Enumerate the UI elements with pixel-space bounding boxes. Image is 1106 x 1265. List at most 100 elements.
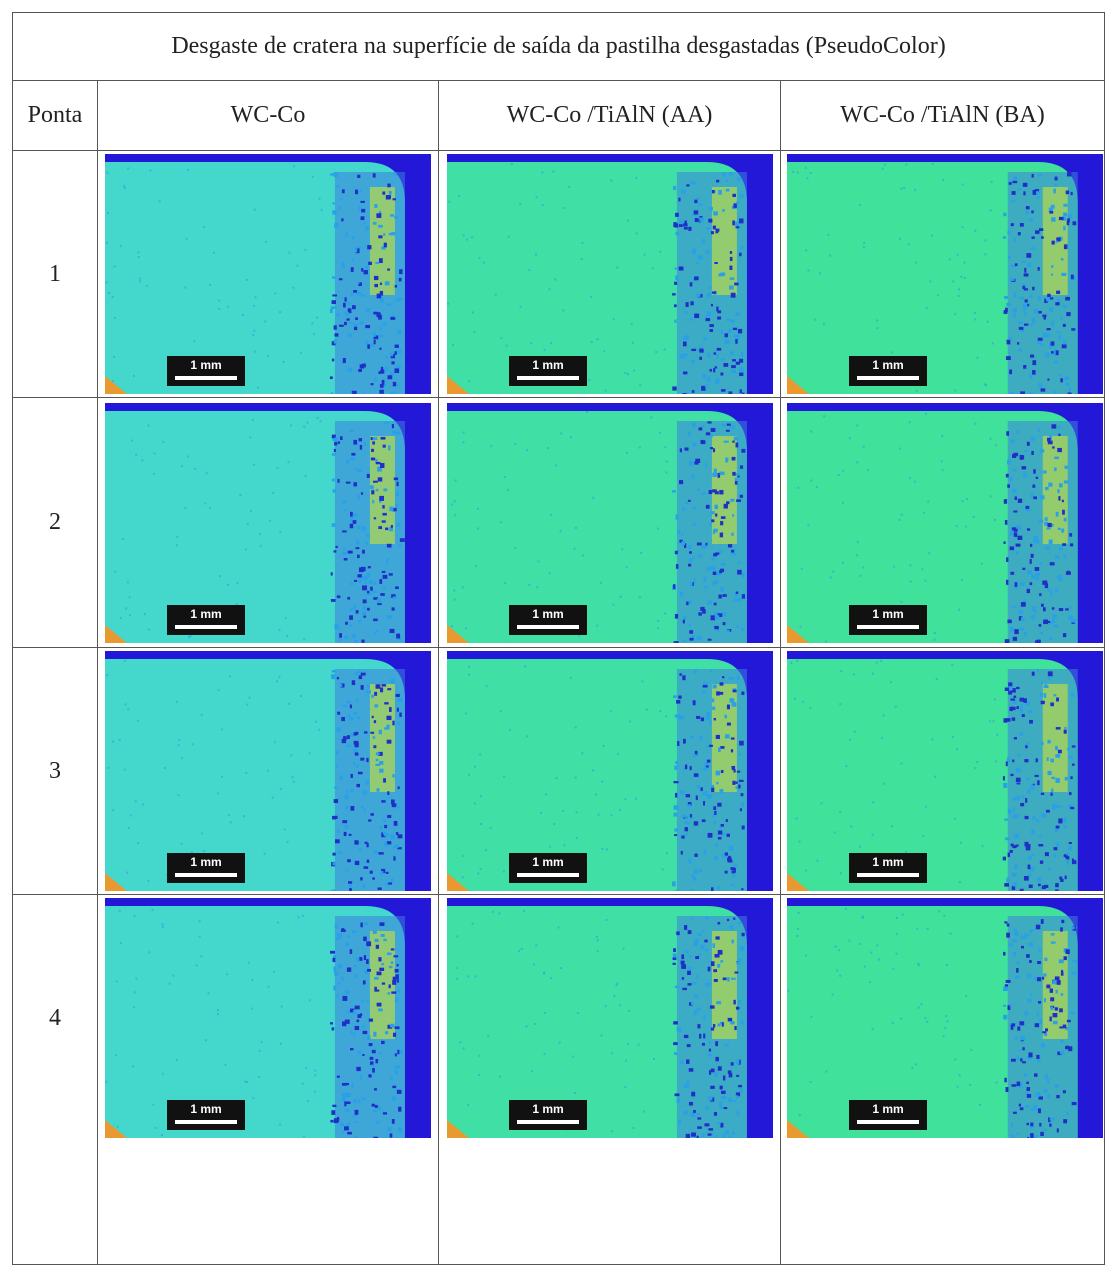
texture-dot [217, 792, 219, 794]
texture-dot [250, 509, 252, 511]
texture-dot [1047, 334, 1051, 338]
texture-dot [377, 788, 380, 792]
texture-dot [331, 306, 336, 309]
texture-dot [509, 729, 511, 731]
texture-dot [696, 975, 698, 980]
texture-dot [144, 613, 146, 615]
texture-dot [337, 1076, 340, 1078]
texture-dot [1068, 392, 1072, 394]
texture-dot [693, 1110, 696, 1113]
texture-dot [918, 964, 920, 966]
texture-dot [588, 379, 590, 381]
texture-dot [399, 544, 402, 546]
texture-dot [709, 207, 713, 211]
texture-dot [1051, 265, 1053, 268]
texture-dot [133, 1006, 135, 1008]
texture-dot [876, 319, 878, 321]
texture-dot [717, 964, 720, 968]
texture-dot [558, 1042, 560, 1044]
texture-dot [825, 640, 827, 642]
texture-dot [397, 1090, 402, 1094]
texture-dot [713, 602, 716, 605]
texture-dot [705, 432, 709, 435]
texture-dot [353, 439, 357, 444]
texture-dot [683, 223, 688, 226]
scale-bar [857, 376, 919, 380]
texture-dot [162, 441, 164, 443]
texture-dot [1071, 618, 1076, 622]
texture-dot [364, 809, 366, 812]
texture-dot [373, 332, 375, 337]
texture-dot [374, 204, 377, 208]
texture-dot [580, 258, 582, 260]
texture-dot [1063, 324, 1066, 327]
texture-dot [528, 269, 530, 271]
texture-dot [347, 735, 350, 739]
texture-dot [358, 619, 361, 622]
texture-dot [1018, 189, 1021, 191]
texture-dot [137, 842, 139, 844]
texture-dot [1014, 629, 1018, 634]
texture-dot [130, 814, 132, 816]
texture-dot [802, 701, 804, 703]
texture-dot [835, 946, 837, 948]
texture-dot [530, 342, 532, 344]
texture-dot [292, 776, 294, 778]
texture-dot [356, 784, 360, 787]
texture-dot [1055, 746, 1058, 750]
texture-dot [1009, 686, 1012, 690]
texture-dot [272, 491, 274, 493]
texture-dot [711, 557, 715, 560]
texture-dot [689, 955, 692, 957]
texture-dot [465, 239, 467, 241]
scale-bar [175, 376, 237, 380]
texture-dot [705, 462, 707, 467]
texture-dot [373, 930, 377, 934]
texture-dot [1058, 818, 1062, 823]
texture-dot [332, 359, 334, 362]
texture-dot [300, 695, 302, 697]
texture-dot [683, 639, 686, 641]
texture-dot [376, 752, 380, 755]
texture-dot [321, 209, 323, 211]
scale-bar [857, 625, 919, 629]
texture-dot [343, 996, 348, 1001]
texture-dot [1031, 210, 1033, 213]
texture-dot [498, 913, 500, 915]
texture-dot [537, 560, 539, 562]
scale-bar [175, 1120, 237, 1124]
texture-dot [1003, 776, 1005, 780]
texture-dot [317, 416, 319, 418]
texture-dot [796, 817, 798, 819]
texture-dot [962, 184, 964, 186]
texture-dot [691, 1132, 696, 1136]
texture-dot [1063, 633, 1066, 637]
texture-dot [941, 435, 943, 437]
texture-dot [1044, 1129, 1047, 1131]
texture-dot [352, 930, 357, 932]
texture-dot [379, 769, 383, 773]
scale-bar [517, 1120, 579, 1124]
texture-dot [199, 920, 201, 922]
texture-dot [834, 831, 836, 833]
texture-dot [217, 1009, 219, 1011]
texture-dot [303, 1135, 305, 1137]
texture-dot [736, 1095, 738, 1098]
texture-dot [353, 513, 358, 516]
texture-dot [996, 1082, 998, 1084]
texture-dot [701, 691, 706, 693]
texture-dot [115, 1054, 117, 1056]
texture-dot [1035, 567, 1039, 571]
texture-dot [383, 586, 385, 589]
texture-dot [697, 554, 701, 557]
texture-dot [820, 802, 822, 804]
texture-dot [706, 227, 710, 230]
texture-dot [1023, 365, 1026, 369]
column-header: WC-Co /TiAlN (BA) [781, 81, 1105, 151]
texture-dot [932, 163, 934, 165]
texture-dot [352, 680, 355, 685]
texture-dot [736, 771, 739, 773]
texture-dot [1027, 262, 1031, 266]
texture-dot [1022, 1061, 1026, 1063]
texture-dot [381, 963, 384, 965]
